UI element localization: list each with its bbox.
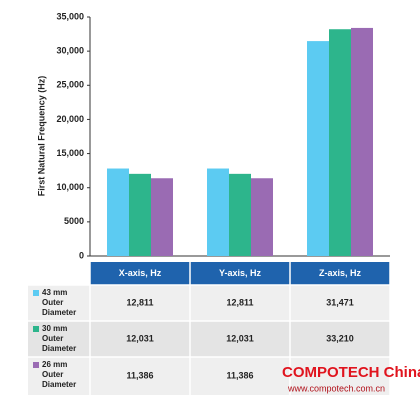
table-cell: 12,031	[226, 333, 254, 343]
legend-swatch	[33, 290, 39, 296]
table-row	[28, 357, 390, 395]
bar	[107, 168, 129, 256]
legend-swatch	[33, 362, 39, 368]
y-tick-label: 30,000	[56, 46, 84, 56]
y-axis-label: First Natural Frequency (Hz)	[36, 76, 46, 197]
bar	[329, 29, 351, 256]
legend-swatch	[33, 326, 39, 332]
column-header: X-axis, Hz	[119, 268, 162, 278]
y-tick-label: 5000	[64, 216, 84, 226]
y-tick-label: 0	[79, 250, 84, 260]
legend-label: 43 mm Outer Diameter	[42, 288, 77, 317]
watermark-url: www.compotech.com.cn	[287, 383, 385, 393]
y-tick-label: 15,000	[56, 148, 84, 158]
column-header: Y-axis, Hz	[219, 268, 262, 278]
watermark-brand: COMPOTECH China	[282, 364, 420, 381]
table-cell: 12,811	[226, 297, 253, 307]
legend-label: 30 mm Outer Diameter	[42, 324, 77, 353]
legend-label: 26 mm Outer Diameter	[42, 360, 77, 389]
table-cell: 11,386	[226, 370, 253, 380]
y-tick-label: 20,000	[56, 114, 84, 124]
table-cell: 33,210	[326, 333, 354, 343]
table-cell: 31,471	[326, 297, 354, 307]
column-header: Z-axis, Hz	[319, 268, 362, 278]
table-header	[90, 262, 390, 285]
y-tick-label: 35,000	[56, 11, 84, 21]
bar	[251, 178, 273, 256]
table-row	[28, 321, 390, 357]
table-cell: 12,811	[126, 297, 153, 307]
y-tick-label: 25,000	[56, 80, 84, 90]
bar	[351, 27, 373, 256]
table-cell: 11,386	[126, 370, 153, 380]
bar	[151, 178, 173, 256]
table-row	[28, 285, 390, 321]
table-cell: 12,031	[126, 333, 154, 343]
y-tick-label: 10,000	[56, 182, 84, 192]
bar	[229, 173, 251, 256]
bar	[207, 168, 229, 256]
bar	[129, 173, 151, 256]
bar	[307, 41, 329, 257]
